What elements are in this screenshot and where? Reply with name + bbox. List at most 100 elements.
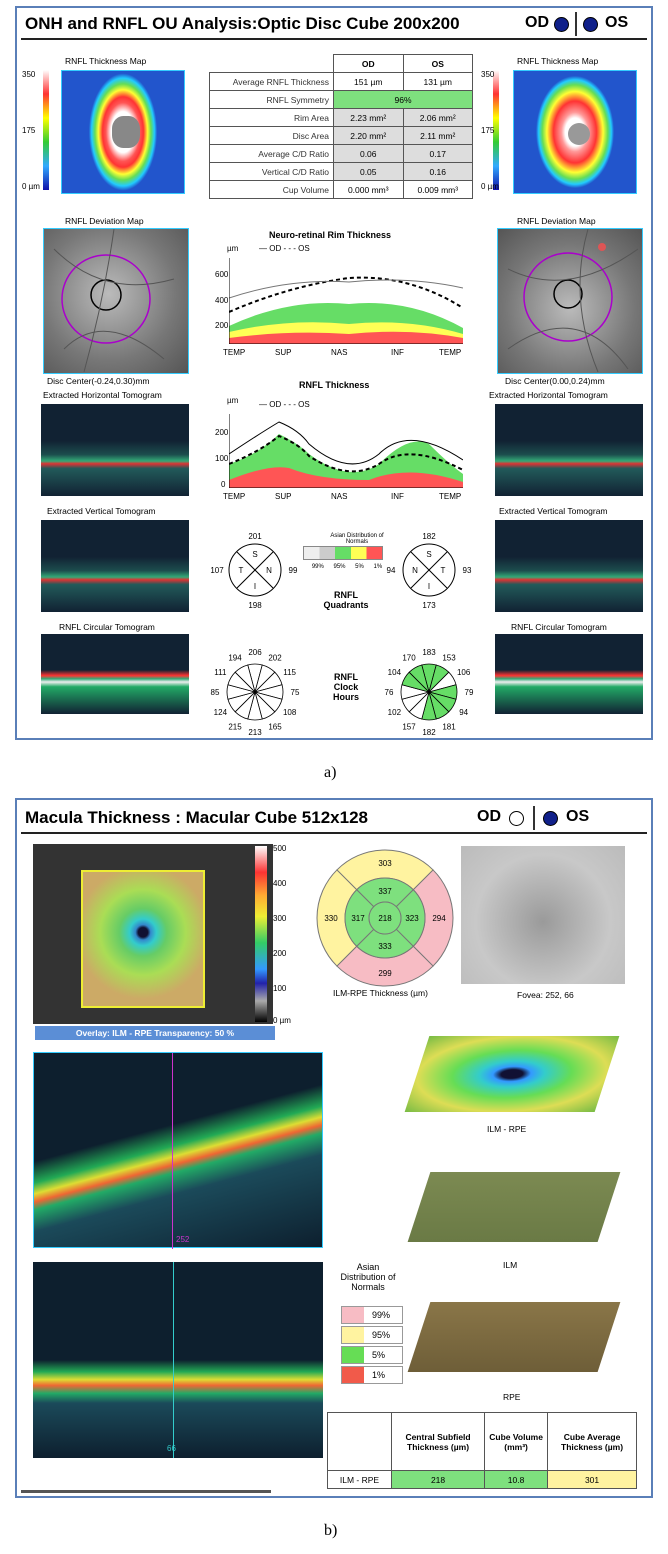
etdrs-label: ILM-RPE Thickness (µm) [333,988,428,998]
os-clock-value: 181 [442,723,456,732]
od-quad-value-s: 201 [248,532,262,541]
rnfl-ytick: 0 [221,480,226,489]
od-thickness-map-label: RNFL Thickness Map [65,56,147,66]
etdrs-value: 333 [378,942,392,951]
os-circular-tomogram[interactable] [495,634,643,714]
od-quad-value-left: 107 [210,566,224,575]
os-circ-tomo-label: RNFL Circular Tomogram [511,622,607,632]
od-quad-value-i: 198 [248,601,262,610]
header-cube-volume: Cube Volume (mm³) [484,1412,549,1471]
surface-label-rpe: RPE [503,1392,521,1402]
os-eye-indicator[interactable] [583,17,598,32]
legend-label: 5% [372,1350,386,1360]
od-thickness-map[interactable] [61,70,185,194]
fundus-overlay-image[interactable] [33,844,273,1024]
overlay-info-bar[interactable]: Overlay: ILM - RPE Transparency: 50 % [35,1026,275,1040]
etdrs-value: 323 [405,914,419,923]
os-eye-indicator[interactable] [543,811,558,826]
od-clock-value: 115 [283,668,296,677]
rnfl-ytick: 200 [215,428,229,437]
os-quad-value-s: 182 [422,532,436,541]
od-vertical-tomogram[interactable] [41,520,189,612]
os-clock-value: 170 [402,653,416,662]
surface-label-ilm-rpe: ILM - RPE [487,1124,527,1134]
od-scale-min: 0 µm [22,182,40,191]
rpe-surface[interactable] [407,1302,621,1372]
onh-parameters-table: OD OS Average RNFL Thickness 151 µm 131 µm … [209,54,473,199]
thickness-overlay [81,870,205,1008]
legend-swatch [342,1347,364,1363]
od-scale-max: 350 [22,70,36,79]
figure-label-b: b) [324,1522,338,1539]
ilm-rpe-surface[interactable] [404,1036,620,1112]
fovea-slo-image[interactable] [461,846,625,984]
rnfl-xtick: SUP [275,492,292,501]
macula-summary-table: Central Subfield Thickness (µm) Cube Volu… [327,1412,637,1489]
rim-chart-title: Neuro-retinal Rim Thickness [269,230,392,240]
macula-scale-tick: 400 [273,879,287,888]
od-clock-value: 124 [214,708,228,717]
os-quad-value-right: 93 [463,566,472,575]
etdrs-value: 330 [324,914,338,923]
od-deviation-map-label: RNFL Deviation Map [65,216,144,226]
os-clock-value: 183 [422,648,436,657]
os-color-scale [493,70,499,190]
rim-thickness-chart [229,258,463,344]
ilm-surface[interactable] [407,1172,621,1242]
normals-legend-title: Asian Distribution of Normals [340,1262,396,1292]
bscan-cursor-line [173,1262,174,1458]
od-clock-value: 165 [268,723,282,732]
onh-rnfl-report: ONH and RNFL OU Analysis:Optic Disc Cube… [15,6,653,740]
macula-color-scale [255,846,267,1022]
vertical-bscan[interactable]: 66 [33,1262,323,1458]
quadrants-label: RNFL Quadrants [323,590,369,610]
od-quad-letter: I [254,582,256,591]
horizontal-bscan[interactable]: 252 [33,1052,323,1249]
od-vert-tomo-label: Extracted Vertical Tomogram [47,506,156,516]
os-clock-value: 157 [402,723,416,732]
etdrs-value: 294 [432,914,446,923]
os-horizontal-tomogram[interactable] [495,404,643,496]
rim-xtick: SUP [275,348,292,357]
etdrs-value: 317 [351,914,365,923]
rim-xtick: NAS [331,348,348,357]
od-color-scale [43,70,49,190]
od-eye-indicator[interactable] [509,811,524,826]
table-row: ILM - RPE 218 10.8 301 [327,1470,637,1489]
od-clock-value: 194 [228,653,242,662]
figure-label-a: a) [324,764,337,781]
rnfl-chart-title: RNFL Thickness [299,380,370,390]
os-thickness-map[interactable] [513,70,637,194]
os-quad-value-left: 94 [387,566,396,575]
os-clock-value: 106 [457,668,471,677]
horizontal-scrollbar[interactable] [21,1490,271,1493]
os-clock-value: 102 [388,708,402,717]
od-horizontal-tomogram[interactable] [41,404,189,496]
os-quad-letter: S [426,550,431,559]
od-eye-indicator[interactable] [554,17,569,32]
macula-title: Macula Thickness : Macular Cube 512x128 [25,808,368,827]
fovea-coordinates: Fovea: 252, 66 [517,990,574,1000]
legend-label: 1% [372,1370,386,1380]
os-quad-letter: T [441,566,446,575]
os-optic-disc [568,123,590,145]
os-thickness-map-label: RNFL Thickness Map [517,56,599,66]
table-od-header: OD [333,54,404,73]
os-deviation-overlay-icon [507,228,639,373]
os-vertical-tomogram[interactable] [495,520,643,612]
os-clock-value: 76 [385,688,394,697]
od-deviation-map[interactable] [43,228,189,374]
os-deviation-map[interactable] [497,228,643,374]
table-os-header: OS [402,54,473,73]
asian-pct: 1% [373,564,383,570]
os-quadrant-divider [410,551,448,589]
rim-xtick: INF [391,348,404,357]
macula-scale-tick: 0 µm [273,1016,291,1025]
etdrs-value: 337 [378,887,392,896]
od-circular-tomogram[interactable] [41,634,189,714]
table-row: Rim Area 2.23 mm² 2.06 mm² [209,108,473,127]
rnfl-xtick: NAS [331,492,348,501]
table-row: Average C/D Ratio 0.06 0.17 [209,144,473,163]
rim-unit: µm [227,244,239,253]
